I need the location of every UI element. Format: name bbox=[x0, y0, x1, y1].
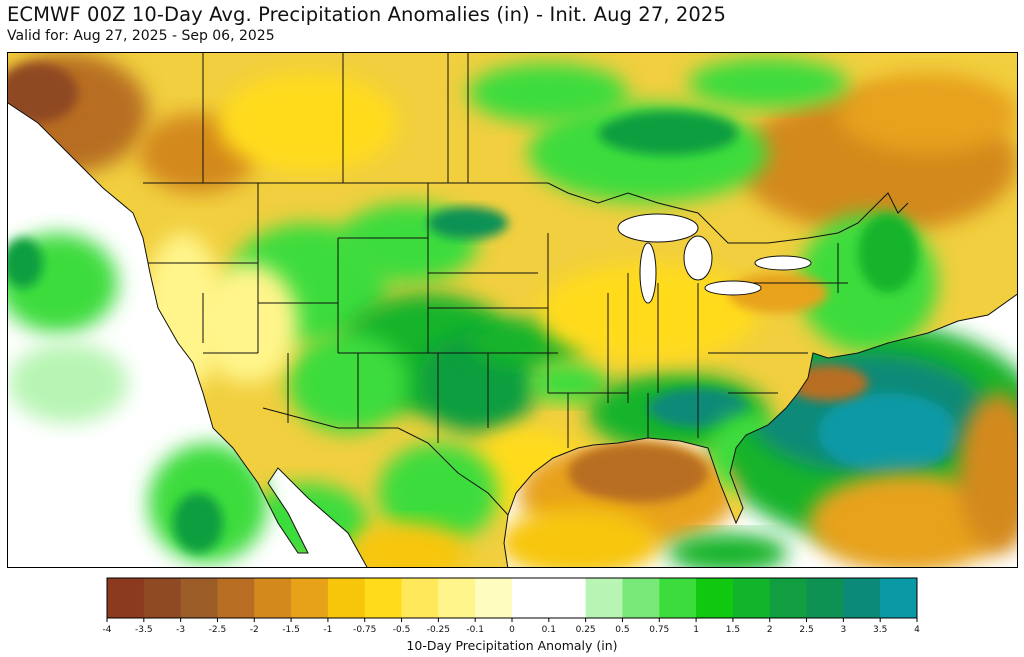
colorbar-tick-label: -1.5 bbox=[282, 625, 300, 635]
map-title: ECMWF 00Z 10-Day Avg. Precipitation Anom… bbox=[7, 3, 726, 26]
colorbar-bin bbox=[696, 578, 734, 618]
ocean-anomaly-field bbox=[8, 133, 1017, 567]
colorbar: -4 -3.5 -3 -2.5 -2 -1.5 -1 -0.75 -0.5 -0.25 -0.1 0 0… bbox=[103, 577, 920, 635]
colorbar-tick-label: 0.5 bbox=[615, 625, 629, 635]
valid-period: Valid for: Aug 27, 2025 - Sep 06, 2025 bbox=[7, 28, 275, 44]
colorbar-tick-label: 1 bbox=[693, 625, 699, 635]
colorbar-tick-label: -4 bbox=[103, 625, 112, 635]
colorbar-tick-label: 0 bbox=[509, 625, 515, 635]
colorbar-tick-label: 0.1 bbox=[542, 625, 556, 635]
colorbar-tick-label: 2 bbox=[767, 625, 773, 635]
colorbar-bin bbox=[622, 578, 660, 618]
colorbar-tick-label: -0.1 bbox=[466, 625, 484, 635]
colorbar-tick-label: 0.25 bbox=[576, 625, 596, 635]
colorbar-bin bbox=[880, 578, 918, 618]
colorbar-tick-label: -0.5 bbox=[393, 625, 411, 635]
colorbar-tick-label: -1 bbox=[323, 625, 332, 635]
colorbar-bin bbox=[143, 578, 182, 618]
precipitation-anomaly-map bbox=[7, 52, 1018, 568]
colorbar-bin bbox=[585, 578, 623, 618]
colorbar-tick-label: -3.5 bbox=[135, 625, 153, 635]
colorbar-bin bbox=[659, 578, 697, 618]
colorbar-bin bbox=[364, 578, 403, 618]
colorbar-tick-label: 3.5 bbox=[873, 625, 887, 635]
political-borders bbox=[8, 53, 1017, 567]
colorbar-tick-label: -2 bbox=[250, 625, 259, 635]
colorbar-bin bbox=[180, 578, 218, 618]
colorbar-tick-label: 2.5 bbox=[799, 625, 813, 635]
colorbar-bin bbox=[291, 578, 329, 618]
colorbar-bin bbox=[107, 578, 145, 618]
colorbar-tick-label: 0.75 bbox=[649, 625, 669, 635]
colorbar-tick-label: 1.5 bbox=[726, 625, 740, 635]
colorbar-bin bbox=[843, 578, 881, 618]
colorbar-tick-label: 3 bbox=[840, 625, 846, 635]
colorbar-bin bbox=[806, 578, 844, 618]
colorbar-bin bbox=[401, 578, 439, 618]
colorbar-bin bbox=[732, 578, 771, 618]
colorbar-tick-label: -2.5 bbox=[209, 625, 227, 635]
colorbar-tick-label: -0.75 bbox=[353, 625, 376, 635]
colorbar-tick-label: -3 bbox=[176, 625, 185, 635]
colorbar-bin bbox=[438, 578, 476, 618]
colorbar-bin bbox=[512, 578, 550, 618]
colorbar-bin bbox=[475, 578, 513, 618]
colorbar-bin bbox=[254, 578, 292, 618]
colorbar-bin bbox=[217, 578, 255, 618]
colorbar-tick-label: -0.25 bbox=[427, 625, 450, 635]
colorbar-bin bbox=[327, 578, 366, 618]
colorbar-label: 10-Day Precipitation Anomaly (in) bbox=[406, 638, 618, 653]
colorbar-bin bbox=[769, 578, 808, 618]
colorbar-tick-label: 4 bbox=[914, 625, 920, 635]
colorbar-bin bbox=[548, 578, 587, 618]
